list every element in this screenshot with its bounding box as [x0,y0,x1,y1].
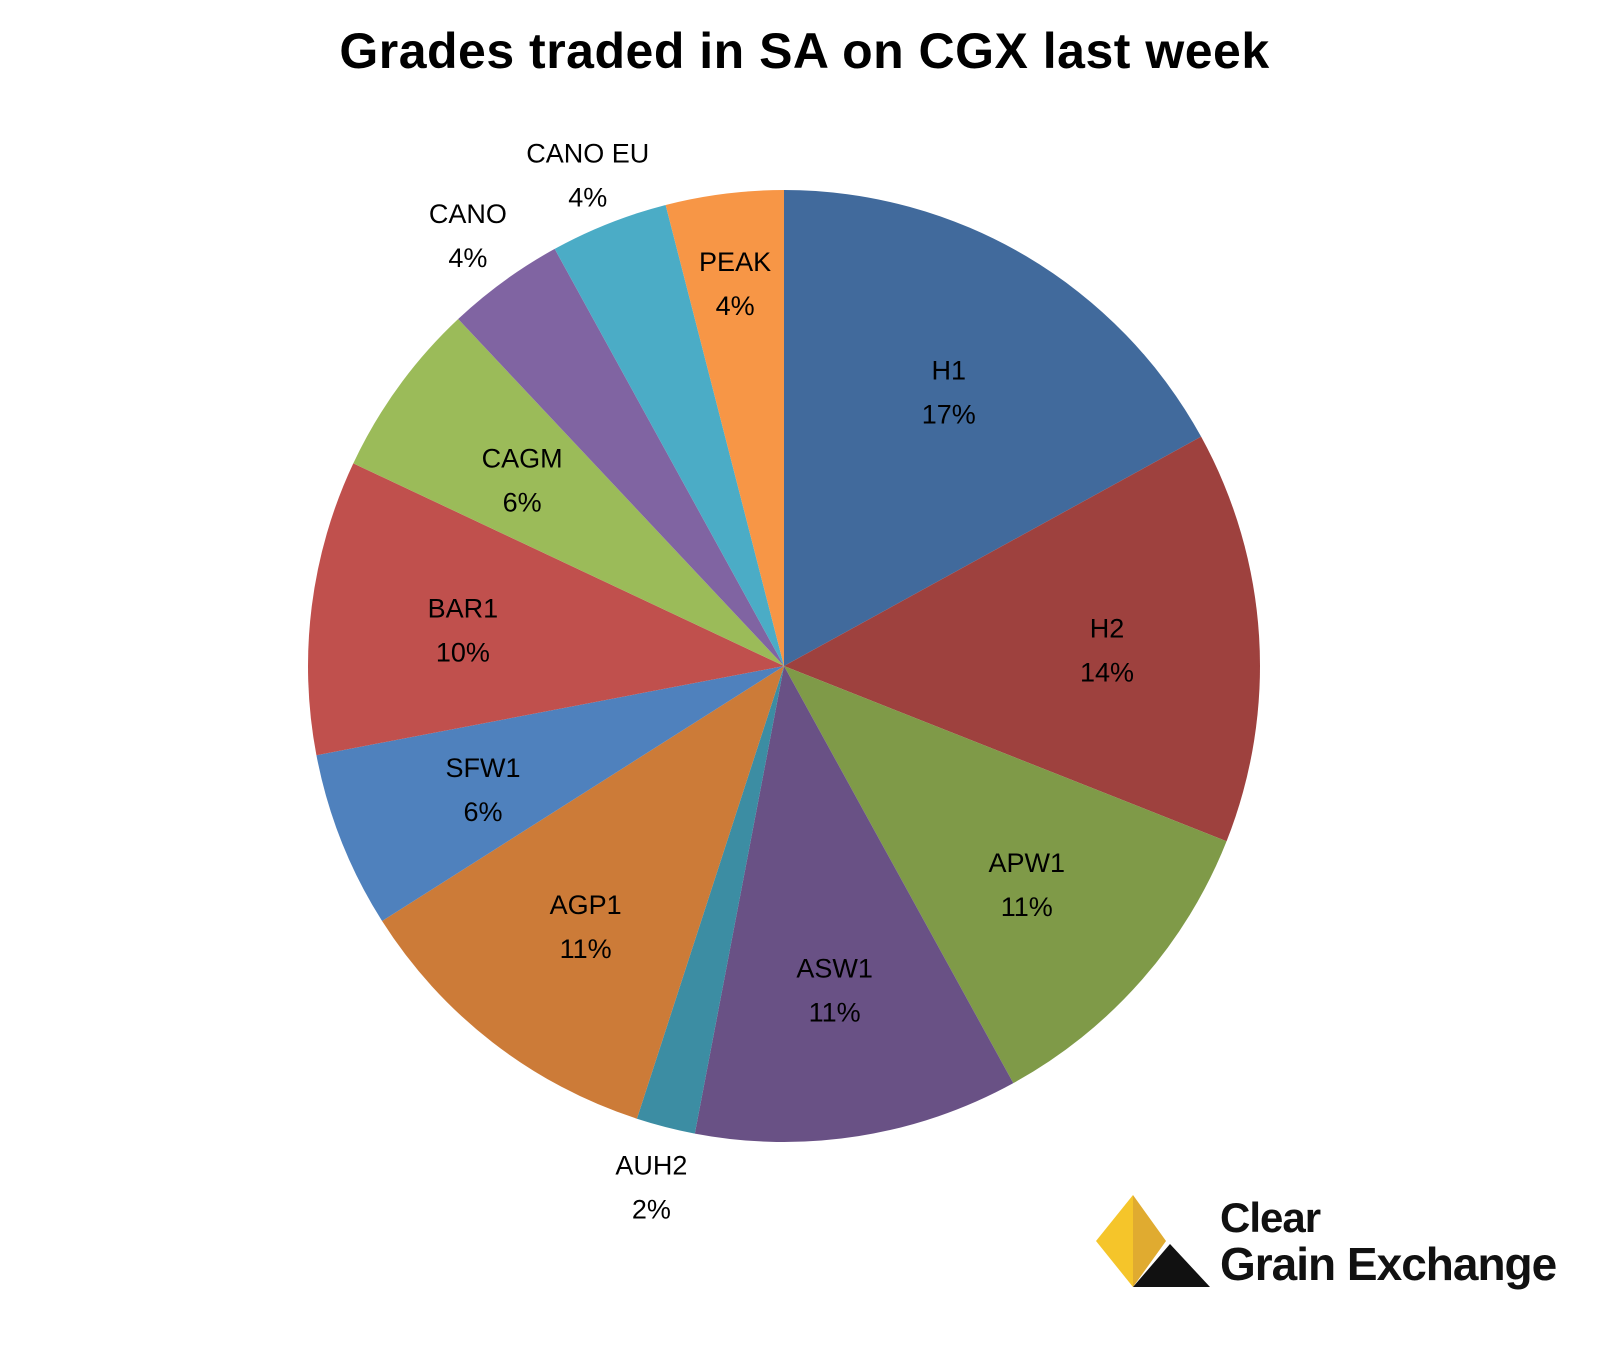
slice-label-auh2: AUH2 [615,1150,687,1180]
slice-cano-eu [554,204,784,667]
slice-label-sfw1: SFW1 [446,753,521,783]
slice-h1 [784,190,1202,666]
slice-percent-h2: 14% [1080,658,1134,688]
slice-label-cano: CANO [429,199,507,229]
slice-label-agp1: AGP1 [550,890,622,920]
slice-percent-apw1: 11% [1001,892,1053,922]
logo-line-2: Grain Exchange [1220,1238,1557,1290]
slice-cagm [353,319,784,666]
slice-peak [665,190,784,666]
logo-line-1: Clear [1220,1194,1321,1241]
slice-percent-bar1: 10% [436,637,490,667]
slice-label-peak: PEAK [699,247,771,277]
slice-percent-sfw1: 6% [464,797,503,827]
cgx-logo-text: Clear Grain Exchange [1220,1194,1557,1290]
slice-percent-h1: 17% [922,399,976,429]
slice-label-apw1: APW1 [989,848,1066,878]
slice-h2 [784,436,1260,842]
slice-percent-asw1: 11% [809,998,861,1028]
slice-percent-cano: 4% [448,243,487,273]
slice-label-cano-eu: CANO EU [526,138,649,168]
slice-label-cagm: CAGM [482,444,563,474]
cgx-logo: Clear Grain Exchange [1092,1195,1572,1315]
slice-percent-agp1: 11% [560,934,612,964]
slice-label-h2: H2 [1090,614,1125,644]
slice-percent-peak: 4% [716,291,755,321]
pie-slices [308,190,1260,1142]
slice-agp1 [382,666,784,1119]
slice-apw1 [784,666,1227,1084]
slice-percent-cano-eu: 4% [568,182,607,212]
slice-sfw1 [316,666,784,922]
slice-bar1 [308,463,784,756]
slice-label-h1: H1 [932,355,967,385]
slice-label-asw1: ASW1 [796,954,873,984]
chart-title: Grades traded in SA on CGX last week [339,23,1270,79]
slice-cano [458,248,784,666]
slice-percent-auh2: 2% [632,1194,671,1224]
slice-label-bar1: BAR1 [428,593,499,623]
cgx-logo-mark-icon [1096,1195,1210,1287]
slice-asw1 [694,666,1014,1142]
slice-auh2 [636,666,784,1134]
pie-labels: H1 17% H2 14% APW1 11% ASW1 11% AUH2 2% AGP1 11% SFW… [428,138,1134,1224]
slice-percent-cagm: 6% [503,488,542,518]
